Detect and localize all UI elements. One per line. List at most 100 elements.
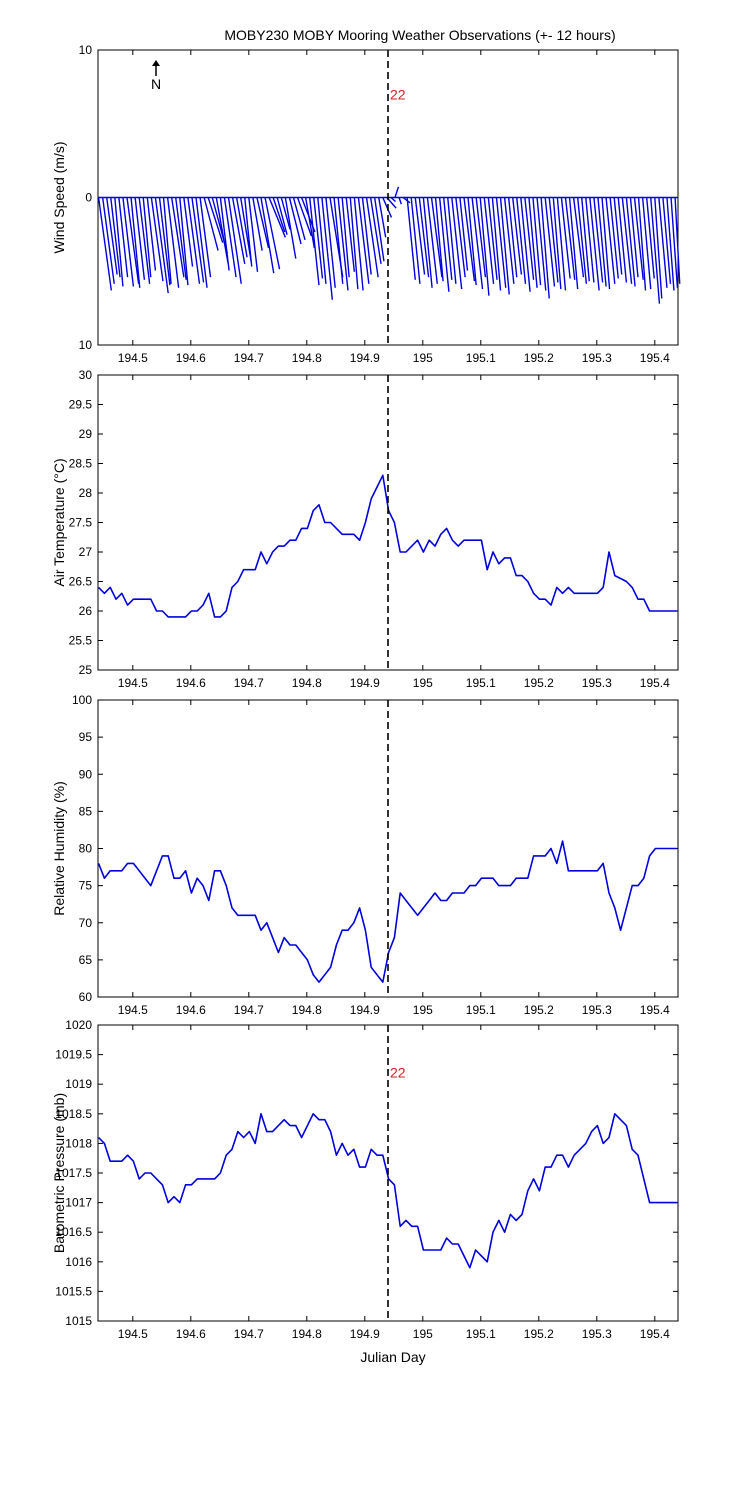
wind-vector [292,197,306,241]
wind-vector [621,197,633,284]
wind-vector [625,197,636,287]
wind-vector [199,197,212,278]
x-tick-label: 195.3 [582,351,612,365]
wind-vector [284,197,297,259]
wind-vector [248,197,259,272]
wind-vector [528,197,538,288]
wind-vector [467,197,477,286]
wind-vector [231,197,246,265]
wind-vector [662,197,672,284]
wind-vector [654,197,663,299]
wind-vector [524,197,535,280]
x-tick-label: 195.4 [640,676,670,690]
wind-vector [581,197,590,282]
wind-vector [313,197,324,279]
x-tick-label: 195.2 [524,1003,554,1017]
panel-3: 60 65 70 75 80 85 90 95 100 194.5 194.6 194.7 194.8 1… [51,693,679,1017]
x-tick-label: 194.6 [176,1327,206,1341]
wind-vector [325,197,336,288]
y-tick-label: 1016.5 [55,1225,92,1239]
wind-vector [442,197,453,280]
wind-vector [369,197,382,264]
wind-vector [175,197,187,280]
wind-vector [447,197,457,284]
north-label: N [151,76,161,92]
wind-vector [572,197,585,278]
wind-vector [499,197,510,295]
x-tick-label: 195.1 [466,676,496,690]
y-tick-label: 65 [79,953,93,967]
wind-vector [564,197,576,280]
wind-vector [317,197,327,284]
wind-vector [556,197,567,291]
y-tick-label: 1017 [65,1196,92,1210]
wind-vector [361,197,372,275]
wind-vector [605,197,616,284]
wind-vector [256,197,270,249]
wind-vector [268,197,286,238]
wind-vector [183,197,194,267]
y-tick-label: 1015.5 [55,1284,92,1298]
wind-vector [613,197,623,275]
y-tick-label: 0 [85,191,92,205]
panel-4: 1015 1015.5 1016 1016.5 1017 1017.5 1018 1018.5… [51,1018,679,1341]
x-tick-label: 194.9 [350,1327,380,1341]
wind-vector [390,196,396,203]
wind-vector [345,197,356,272]
x-tick-label: 194.9 [350,351,380,365]
y-tick-label: 1016 [65,1255,92,1269]
wind-vector [520,197,531,292]
wind-vector [552,197,562,290]
wind-vector [516,197,527,284]
wind-vector [142,197,152,278]
wind-vector [357,197,370,284]
y-tick-label: 25.5 [69,634,93,648]
wind-vector [219,197,230,271]
wind-vector [426,197,438,284]
wind-vector [434,197,444,282]
wind-vector [154,197,169,294]
wind-vector [276,197,288,235]
x-tick-label: 195 [413,1003,433,1017]
wind-vector [487,197,498,280]
wind-vector [134,197,146,280]
wind-vector [333,197,344,284]
figure-title: MOBY230 MOBY Mooring Weather Observation… [224,27,615,43]
x-tick-label: 194.7 [234,1003,264,1017]
y-tick-label: 100 [72,693,92,707]
x-tick-label: 195.4 [640,1003,670,1017]
y-axis-label: Barometric Pressure (mb) [51,1093,67,1253]
marker-label: 22 [390,1064,406,1080]
wind-vector [114,197,124,287]
wind-vector [207,197,224,243]
wind-vector [645,197,655,279]
x-tick-label: 195.3 [582,1327,612,1341]
y-tick-label: 27.5 [69,516,93,530]
wind-vector [321,197,334,300]
wind-vector [459,197,469,271]
wind-vector [402,196,411,204]
wind-vector [341,197,350,278]
x-tick-label: 194.5 [118,1003,148,1017]
wind-vector [548,197,559,283]
wind-vector [641,197,652,290]
wind-vector [349,197,359,290]
wind-vector [475,197,487,278]
wind-vector [203,197,219,251]
x-tick-label: 195.3 [582,676,612,690]
wind-vector [130,197,141,288]
wind-vector [637,197,647,291]
x-tick-label: 195.4 [640,1327,670,1341]
wind-vector [503,197,515,284]
north-arrowhead-icon [152,60,160,66]
wind-vector [239,197,252,262]
y-tick-label: 1017.5 [55,1166,92,1180]
wind-vector [414,197,426,275]
x-tick-label: 194.8 [292,351,322,365]
x-tick-label: 194.7 [234,1327,264,1341]
wind-vector [418,197,430,278]
y-tick-label: 1018 [65,1136,92,1150]
wind-vector [378,197,387,238]
wind-vector [479,197,490,296]
